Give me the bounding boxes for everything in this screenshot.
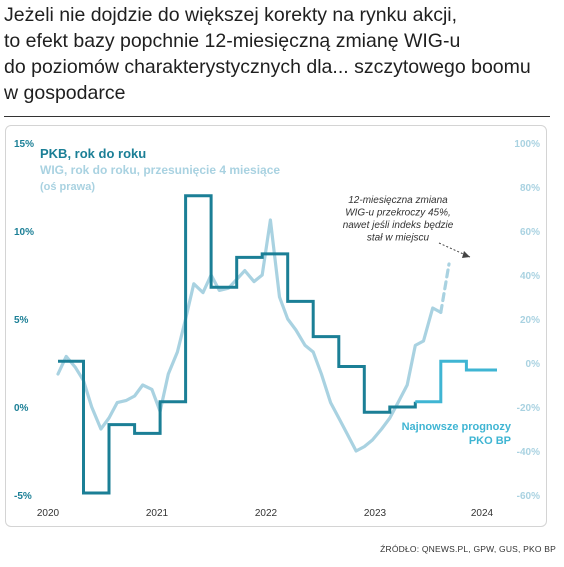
- title-line-2: to efekt bazy popchnie 12-miesięczną zmi…: [4, 30, 461, 52]
- x-tick-label: 2022: [255, 508, 278, 519]
- y-right-tick-label: 40%: [520, 271, 540, 282]
- annotation-wig-line: WIG-u przekroczy 45%,: [345, 208, 451, 219]
- x-tick-label: 2020: [37, 508, 60, 519]
- y-left-tick-label: 10%: [14, 227, 34, 238]
- annotation-wig-line: stał w miejscu: [367, 233, 430, 244]
- y-right-tick-label: 20%: [520, 315, 540, 326]
- title-divider: [4, 116, 550, 117]
- y-right-tick-label: 0%: [526, 359, 541, 370]
- chart-title: Jeżeli nie dojdzie do większej korekty n…: [4, 2, 556, 106]
- y-left-tick-label: 5%: [14, 315, 29, 326]
- annotation-wig-line: 12-miesięczna zmiana: [348, 195, 448, 206]
- forecast-series-line: [415, 359, 497, 404]
- title-line-3: do poziomów charakterystycznych dla... s…: [4, 56, 531, 78]
- source-note: ŹRÓDŁO: QNEWS.PL, GPW, GUS, PKO BP: [380, 544, 556, 554]
- legend-wig: WIG, rok do roku, przesunięcie 4 miesiąc…: [40, 163, 280, 177]
- annotation-wig-line: nawet jeśli indeks będzie: [343, 220, 454, 231]
- wig-projection-dashed-line: [439, 262, 451, 314]
- x-tick-label: 2024: [471, 508, 494, 519]
- y-right-tick-label: -40%: [517, 447, 540, 458]
- y-right-tick-label: 60%: [520, 227, 540, 238]
- y-right-tick-label: 100%: [514, 139, 540, 150]
- y-left-tick-label: 0%: [14, 403, 29, 414]
- wig-series-line: [56, 218, 443, 453]
- y-right-tick-label: -60%: [517, 491, 540, 502]
- y-left-tick-label: 15%: [14, 139, 34, 150]
- x-tick-label: 2023: [364, 508, 387, 519]
- y-right-tick-label: -20%: [517, 403, 540, 414]
- y-left-tick-label: -5%: [14, 491, 32, 502]
- annotation-arrowhead: [462, 251, 470, 258]
- legend-pkb: PKB, rok do roku: [40, 146, 146, 161]
- legend-wig-axis-note: (oś prawa): [40, 181, 95, 193]
- x-tick-label: 2021: [146, 508, 169, 519]
- annotation-forecast-line: PKO BP: [469, 435, 511, 447]
- annotation-forecast-line: Najnowsze prognozy: [402, 421, 512, 433]
- title-line-1: Jeżeli nie dojdzie do większej korekty n…: [4, 4, 458, 26]
- pkb-series-line: [58, 194, 417, 495]
- title-line-4: w gospodarce: [4, 82, 126, 104]
- y-right-tick-label: 80%: [520, 183, 540, 194]
- chart-panel: [5, 125, 547, 527]
